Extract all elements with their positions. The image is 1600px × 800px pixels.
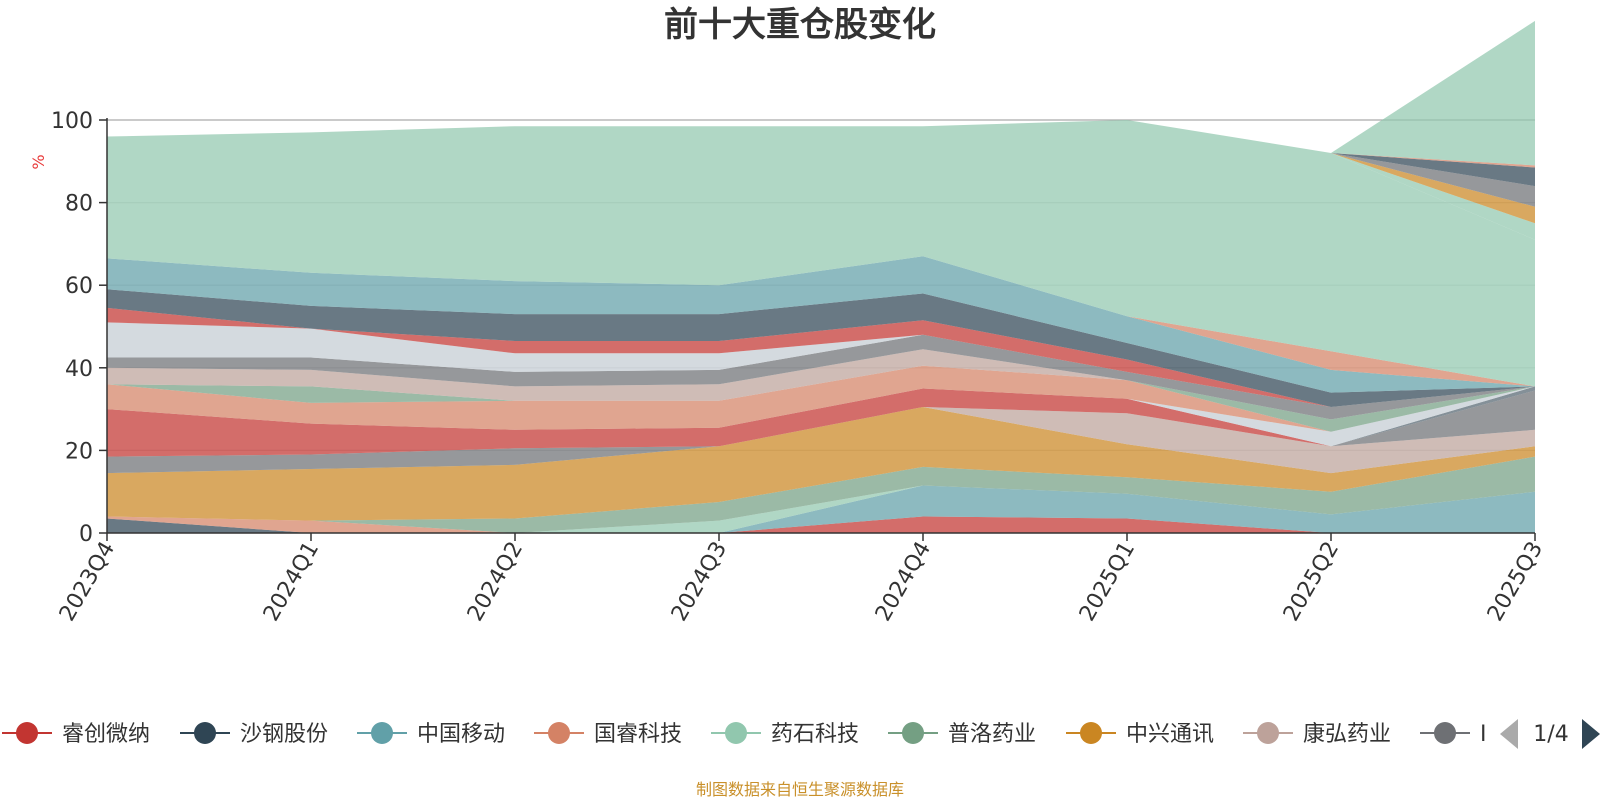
legend-label: 睿创微纳 xyxy=(62,722,150,747)
area-series-17 xyxy=(107,322,1535,407)
area-series-28 xyxy=(107,20,1535,166)
area-series-19 xyxy=(107,289,1535,407)
legend-dot-icon xyxy=(16,722,38,744)
area-series-8 xyxy=(107,407,1535,474)
legend-item[interactable]: 沙钢股份 xyxy=(180,722,328,747)
x-tick-label: 2025Q1 xyxy=(1075,538,1140,626)
legend-label: 国睿科技 xyxy=(594,722,682,747)
legend-dot-icon xyxy=(725,722,747,744)
y-tick-label: 80 xyxy=(65,192,93,217)
chart-title: 前十大重仓股变化 xyxy=(664,5,936,45)
area-series-6 xyxy=(107,456,1535,533)
x-tick-label: 2024Q2 xyxy=(463,538,528,626)
legend-item[interactable]: 药石科技 xyxy=(711,722,859,747)
legend-item[interactable]: 康弘药业 xyxy=(1243,722,1391,747)
legend-dot-icon xyxy=(1257,722,1279,744)
area-series-20 xyxy=(107,256,1535,393)
legend-label: 中国移动 xyxy=(417,722,505,747)
x-tick-label: 2024Q3 xyxy=(667,538,732,626)
legend-label: I xyxy=(1480,722,1487,747)
y-tick-label: 60 xyxy=(65,274,93,299)
legend-item[interactable]: 国睿科技 xyxy=(534,722,682,747)
x-tick-label: 2025Q3 xyxy=(1483,538,1548,626)
legend-item[interactable]: 中兴通讯 xyxy=(1066,722,1214,747)
legend-label: 普洛药业 xyxy=(948,722,1036,747)
legend-dot-icon xyxy=(548,722,570,744)
area-series-2 xyxy=(107,516,1535,533)
legend-page-indicator: 1/4 xyxy=(1533,722,1568,747)
x-tick-label: 2024Q4 xyxy=(871,538,936,626)
area-series-21 xyxy=(107,256,1535,387)
legend-dot-icon xyxy=(1080,722,1102,744)
area-series-5 xyxy=(107,485,1535,533)
legend-dot-icon xyxy=(902,722,924,744)
legend-item[interactable]: 普洛药业 xyxy=(888,722,1036,747)
area-series-15 xyxy=(107,349,1535,420)
x-tick-label: 2024Q1 xyxy=(259,538,324,626)
y-tick-label: 100 xyxy=(51,109,93,134)
area-series-14 xyxy=(107,365,1535,432)
y-tick-label: 20 xyxy=(65,439,93,464)
area-series-22 xyxy=(107,120,1535,387)
data-source-note: 制图数据来自恒生聚源数据库 xyxy=(696,780,904,799)
y-tick-label: 0 xyxy=(79,522,93,547)
area-series-7 xyxy=(107,407,1535,521)
legend-dot-icon xyxy=(1434,722,1456,744)
legend-item[interactable]: 中国移动 xyxy=(357,722,505,747)
legend-dot-icon xyxy=(194,722,216,744)
area-series-group xyxy=(107,20,1535,533)
legend-label: 中兴通讯 xyxy=(1126,722,1214,747)
x-tick-label: 2025Q2 xyxy=(1279,538,1344,626)
legend-label: 康弘药业 xyxy=(1303,722,1391,747)
y-tick-label: 40 xyxy=(65,357,93,382)
area-series-11 xyxy=(107,386,1535,457)
legend: 睿创微纳 沙钢股份 中国移动 国睿科技 药石科技 普洛药业 中兴通讯 康弘药业 I 1/4 xyxy=(2,712,1600,756)
x-tick-label: 2023Q4 xyxy=(55,538,120,626)
area-series-13 xyxy=(107,365,1535,432)
legend-prev-page-icon[interactable] xyxy=(1500,719,1518,749)
legend-dot-icon xyxy=(371,722,393,744)
area-series-9 xyxy=(107,390,1535,474)
legend-next-page-icon[interactable] xyxy=(1582,719,1600,749)
legend-label: 药石科技 xyxy=(771,722,859,747)
y-axis-unit-label: % xyxy=(29,154,48,169)
legend-item[interactable]: I xyxy=(1420,722,1487,747)
legend-label: 沙钢股份 xyxy=(240,722,328,747)
area-series-4 xyxy=(107,485,1535,533)
legend-item[interactable]: 睿创微纳 xyxy=(2,722,150,747)
